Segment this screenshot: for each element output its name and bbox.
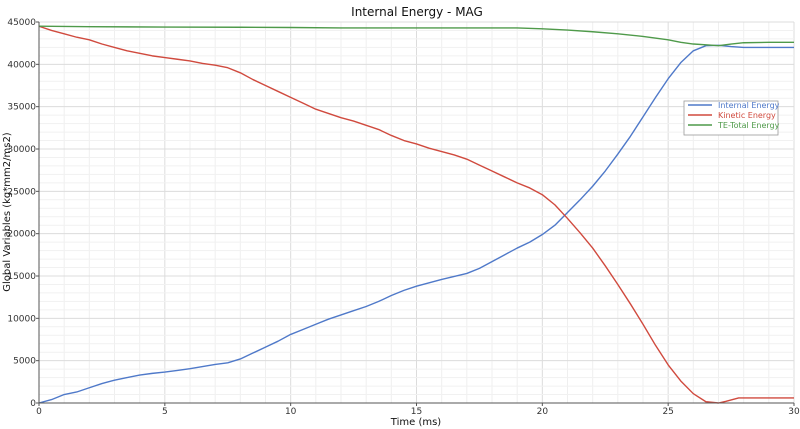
x-tick-label: 0: [36, 407, 42, 417]
x-tick-label: 30: [788, 407, 800, 417]
series-line-2: [38, 25, 794, 47]
y-tick-label: 20000: [7, 230, 36, 240]
x-tick-label: 20: [537, 407, 549, 417]
y-tick-label: 15000: [7, 272, 36, 282]
y-tick-label: 30000: [7, 145, 36, 155]
y-tick-label: 5000: [13, 357, 36, 367]
x-tick-label: 10: [285, 407, 297, 417]
series-line-1: [38, 25, 794, 404]
y-tick-label: 0: [30, 399, 36, 409]
y-axis-title: Global Variables (kg*mm2/ms2): [2, 132, 13, 292]
x-axis-title: Time (ms): [390, 417, 442, 428]
series-line-0: [38, 44, 794, 404]
tick-labels: 0 5 10 15 20 25 30 0 5000 10000 15000 20000 25000 300…: [7, 18, 800, 417]
chart-title: Internal Energy - MAG: [351, 5, 483, 19]
legend-label: TE-Total Energy: [717, 121, 780, 130]
legend-label: Internal Energy: [718, 101, 780, 110]
series-layer: [38, 25, 794, 404]
y-tick-label: 10000: [7, 314, 36, 324]
x-tick-label: 5: [162, 407, 168, 417]
legend-box: [683, 100, 779, 136]
x-tick-label: 15: [411, 407, 422, 417]
legend-label: Kinetic Energy: [718, 111, 776, 120]
y-tick-label: 40000: [7, 60, 36, 70]
y-tick-label: 35000: [7, 103, 36, 113]
y-tick-label: 25000: [7, 187, 36, 197]
y-tick-label: 45000: [7, 18, 36, 28]
x-tick-label: 25: [662, 407, 673, 417]
